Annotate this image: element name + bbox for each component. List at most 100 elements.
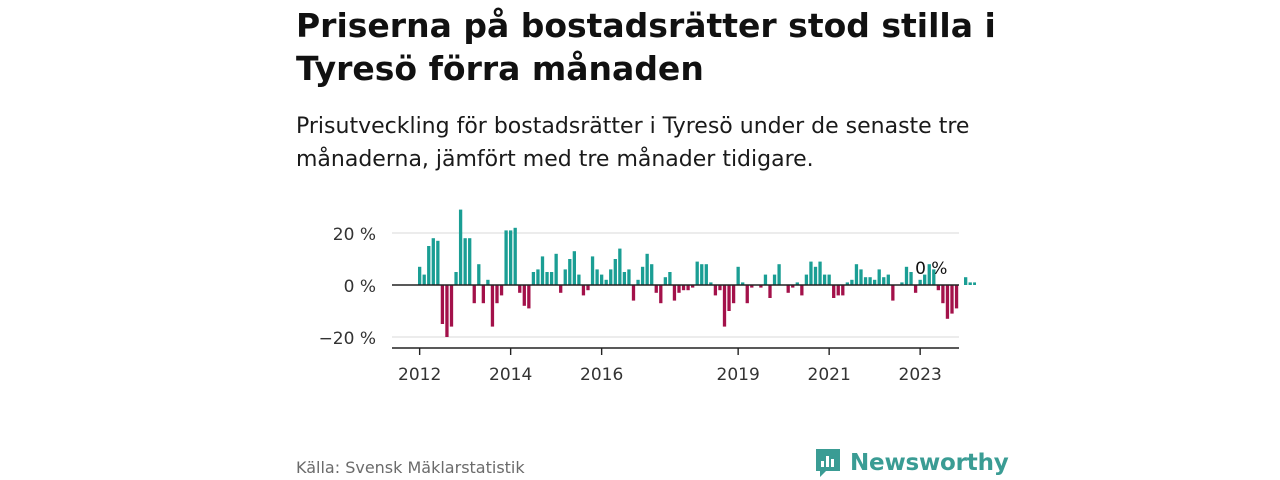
bar xyxy=(581,285,586,296)
bar xyxy=(577,274,581,285)
bar xyxy=(695,261,699,285)
bar xyxy=(941,285,945,304)
x-tick-label: 2012 xyxy=(398,365,441,385)
bar xyxy=(650,264,654,285)
bar xyxy=(700,264,704,285)
bar xyxy=(909,272,913,285)
bar xyxy=(518,285,522,293)
bar xyxy=(427,246,431,285)
bar xyxy=(436,240,440,285)
brand-logo[interactable]: Newsworthy xyxy=(814,446,1009,480)
bar xyxy=(813,266,818,285)
bar xyxy=(936,285,940,291)
bar xyxy=(973,282,976,285)
bar xyxy=(549,272,554,285)
bar xyxy=(772,274,777,285)
bar xyxy=(463,238,467,285)
bar xyxy=(691,285,695,288)
bar xyxy=(873,279,877,285)
bar xyxy=(759,285,763,288)
bar xyxy=(927,264,931,285)
bar xyxy=(418,266,422,285)
bar xyxy=(431,238,435,285)
bar xyxy=(722,285,727,327)
bar xyxy=(850,279,854,285)
bar xyxy=(600,274,604,285)
bar xyxy=(422,274,426,285)
bar xyxy=(904,266,909,285)
bar xyxy=(631,285,636,301)
bar xyxy=(640,266,645,285)
bar xyxy=(923,274,927,285)
bar xyxy=(709,282,713,285)
bar xyxy=(536,269,540,285)
bar xyxy=(595,269,599,285)
bar xyxy=(622,272,627,285)
bar xyxy=(527,285,531,309)
bar xyxy=(795,282,799,285)
bar xyxy=(477,264,481,285)
newsworthy-logo-icon xyxy=(816,449,840,477)
bar xyxy=(490,285,495,327)
bar xyxy=(804,274,809,285)
bar xyxy=(568,259,572,285)
bar xyxy=(745,285,749,304)
bar xyxy=(663,277,667,285)
bar xyxy=(499,285,504,296)
bar xyxy=(818,261,822,285)
bar xyxy=(932,269,936,285)
bar xyxy=(636,279,640,285)
bar xyxy=(609,269,613,285)
bar xyxy=(586,285,590,291)
bar xyxy=(854,264,859,285)
bar xyxy=(468,238,472,285)
bar xyxy=(618,248,622,285)
bar xyxy=(968,282,972,285)
bar xyxy=(531,272,536,285)
bar xyxy=(786,285,790,293)
bar xyxy=(731,285,736,304)
y-tick-label: 0 % xyxy=(344,277,376,297)
bar xyxy=(509,230,513,285)
bar xyxy=(822,274,827,285)
bar xyxy=(554,253,558,285)
bar xyxy=(559,285,563,293)
latest-value-annotation: 0 % xyxy=(915,259,947,279)
bar xyxy=(590,256,595,285)
bar xyxy=(809,261,813,285)
bar xyxy=(777,264,781,285)
bar xyxy=(440,285,445,324)
bar xyxy=(727,285,731,311)
bar xyxy=(458,209,463,285)
chart-subtitle: Prisutveckling för bostadsrätter i Tyres… xyxy=(296,114,970,172)
bar xyxy=(827,274,831,285)
bar xyxy=(832,285,836,298)
bar xyxy=(800,285,804,296)
chart-title: Priserna på bostadsrätter stod stilla i … xyxy=(296,6,996,88)
bar xyxy=(668,272,672,285)
bar xyxy=(449,285,454,327)
bar xyxy=(572,251,576,285)
bar xyxy=(495,285,499,304)
bar xyxy=(768,285,772,298)
bar xyxy=(677,285,681,293)
bar xyxy=(900,282,904,285)
bar xyxy=(659,285,663,304)
bar xyxy=(950,285,954,314)
bar xyxy=(836,285,840,296)
bar xyxy=(863,277,868,285)
bar xyxy=(954,285,959,309)
bar xyxy=(645,253,649,285)
bar xyxy=(964,277,968,285)
bar xyxy=(741,282,745,285)
bar xyxy=(877,269,881,285)
bar xyxy=(613,259,617,285)
bar xyxy=(504,230,508,285)
brand-name: Newsworthy xyxy=(850,450,1009,476)
x-tick-label: 2016 xyxy=(580,365,623,385)
x-tick-label: 2021 xyxy=(808,365,851,385)
bar xyxy=(918,279,922,285)
bar xyxy=(713,285,718,296)
bar xyxy=(545,272,549,285)
bar xyxy=(891,285,895,301)
